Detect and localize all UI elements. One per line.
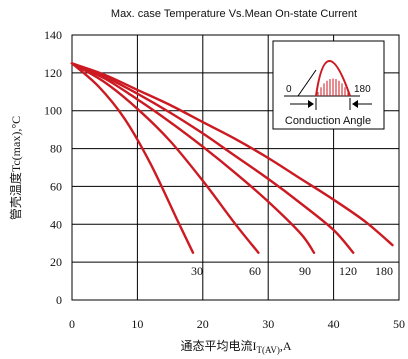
plot-frame — [71, 34, 400, 301]
x-axis-label: 通态平均电流IT(AV),A — [180, 339, 291, 355]
inset-label-0: 0 — [286, 84, 292, 95]
series-line-30 — [70, 62, 195, 254]
inset-half-sine — [315, 60, 351, 97]
y-tick-label: 100 — [44, 104, 62, 118]
y-tick-label: 80 — [50, 142, 62, 156]
inset-arrow-right-head — [352, 100, 358, 108]
y-tick-label: 20 — [50, 255, 62, 269]
y-tick-label: 0 — [56, 293, 62, 307]
y-axis-label: 管壳温度Tc(max),°C — [8, 116, 23, 220]
x-tick-label: 20 — [197, 317, 209, 331]
conduction-angle-inset: 0 180 Conduction Angle — [272, 40, 385, 130]
inset-box — [272, 40, 385, 130]
series-line-60 — [70, 62, 260, 254]
tick-labels: 0 10 20 30 40 50 0 20 40 60 80 100 120 140 — [44, 28, 405, 331]
x-axis-label-sub: T(AV) — [256, 345, 279, 355]
y-tick-label: 40 — [50, 217, 62, 231]
x-tick-label: 40 — [328, 317, 340, 331]
x-tick-label: 10 — [131, 317, 143, 331]
curve-label-180: 180 — [375, 264, 393, 278]
inset-arrow-left-head — [308, 100, 314, 108]
curve-label-60: 60 — [249, 264, 261, 278]
series-line-180 — [70, 62, 394, 247]
chart-title: Max. case Temperature Vs.Mean On-state C… — [111, 8, 357, 20]
curve-label-120: 120 — [339, 264, 357, 278]
inset-caption: Conduction Angle — [285, 115, 371, 127]
y-tick-label: 140 — [44, 28, 62, 42]
curve-label-90: 90 — [299, 264, 311, 278]
y-tick-label: 120 — [44, 66, 62, 80]
series-line-120 — [70, 62, 355, 254]
inset-label-180: 180 — [354, 84, 371, 95]
curves — [70, 62, 394, 254]
inset-hatch — [317, 78, 349, 96]
series-line-90 — [70, 62, 316, 254]
curve-label-30: 30 — [191, 264, 203, 278]
y-tick-label: 60 — [50, 179, 62, 193]
inset-ramp — [297, 69, 317, 97]
x-tick-label: 30 — [262, 317, 274, 331]
x-tick-label: 50 — [393, 317, 405, 331]
x-tick-label: 0 — [69, 317, 75, 331]
x-axis-label-main: 通态平均电流I — [180, 339, 256, 353]
x-axis-label-unit: ,A — [280, 339, 292, 353]
